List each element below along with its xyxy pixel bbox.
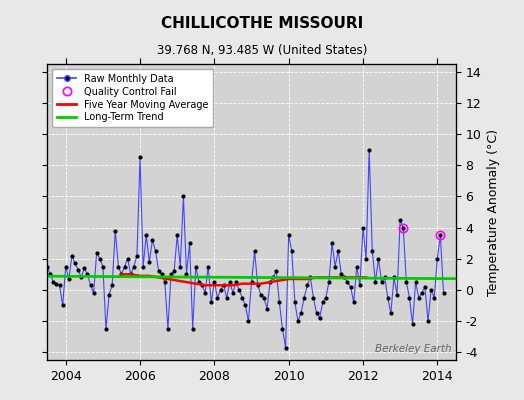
Legend: Raw Monthly Data, Quality Control Fail, Five Year Moving Average, Long-Term Tren: Raw Monthly Data, Quality Control Fail, … bbox=[52, 69, 213, 127]
Text: CHILLICOTHE MISSOURI: CHILLICOTHE MISSOURI bbox=[161, 16, 363, 31]
Text: 39.768 N, 93.485 W (United States): 39.768 N, 93.485 W (United States) bbox=[157, 44, 367, 57]
Y-axis label: Temperature Anomaly (°C): Temperature Anomaly (°C) bbox=[487, 128, 500, 296]
Text: Berkeley Earth: Berkeley Earth bbox=[375, 344, 452, 354]
